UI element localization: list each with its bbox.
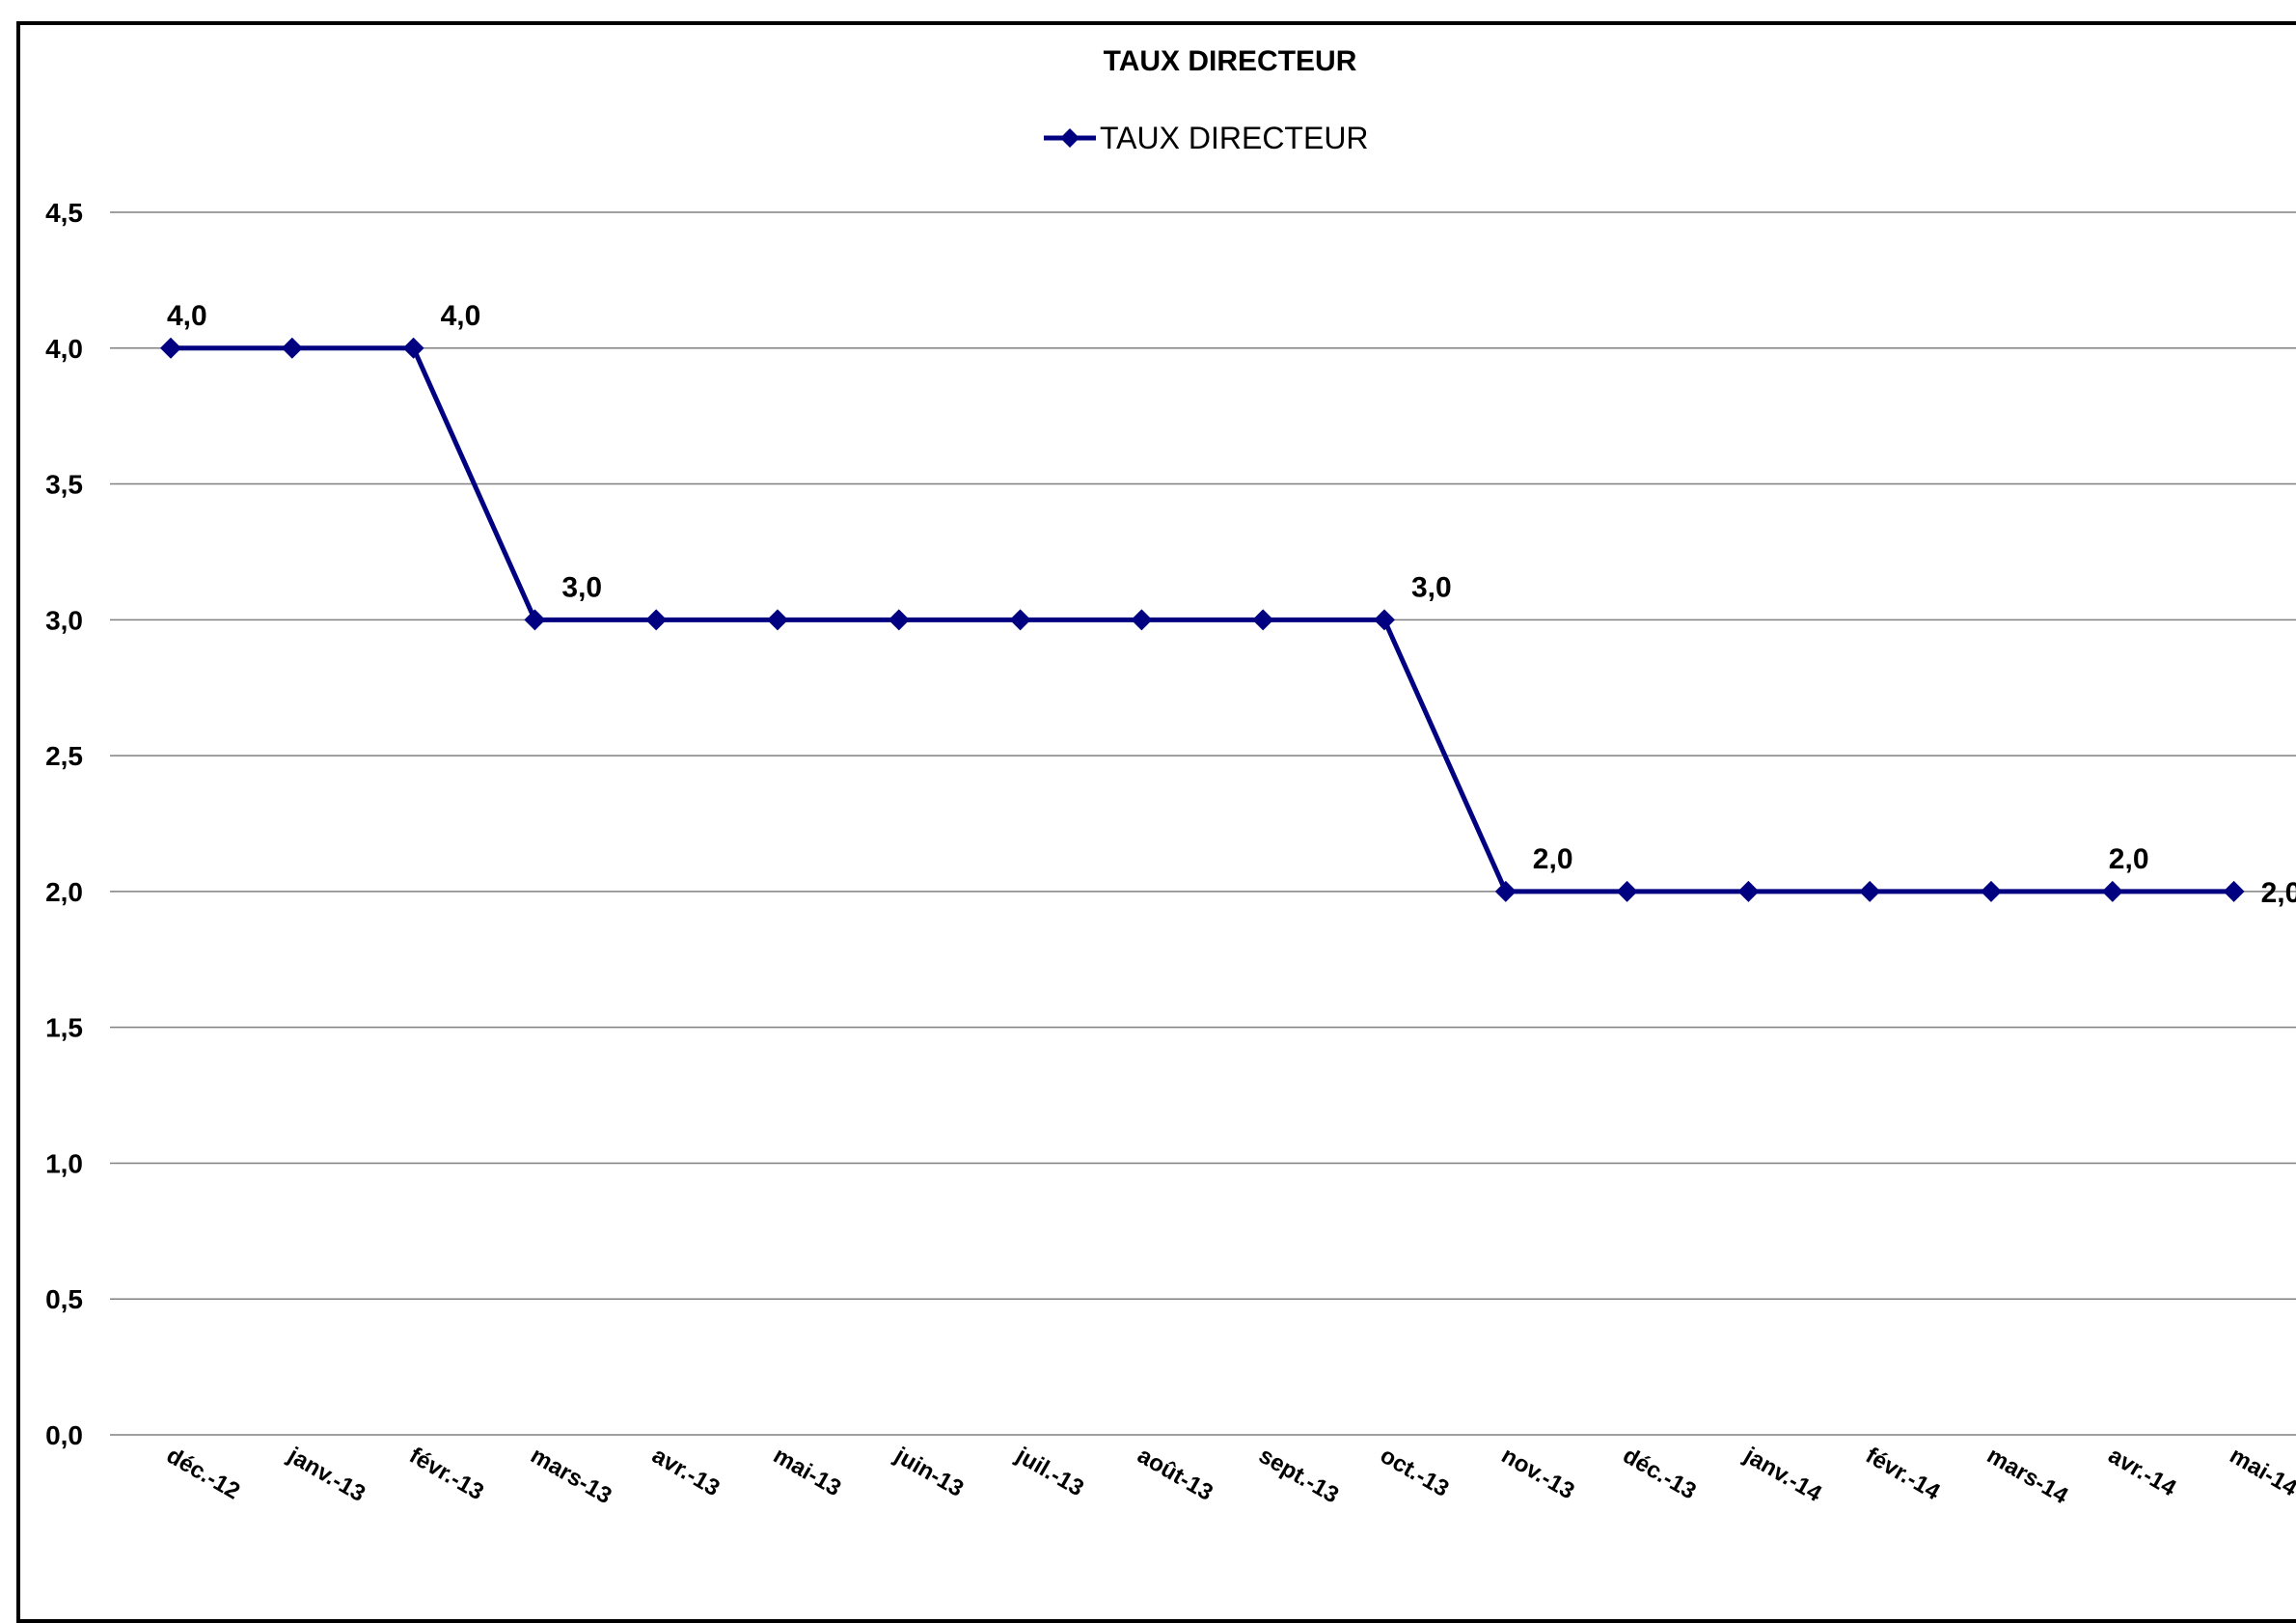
- data-point-marker: [2101, 880, 2123, 902]
- data-point-marker: [1859, 880, 1881, 902]
- x-tick-label: févr.-13: [405, 1443, 488, 1505]
- y-tick-label: 1,5: [45, 1013, 83, 1043]
- gridlines: [110, 211, 2296, 1436]
- x-tick-label: janv.-13: [283, 1442, 369, 1507]
- x-tick-label: janv.-14: [1739, 1442, 1827, 1507]
- data-label: 4,0: [441, 300, 481, 332]
- x-tick-label: mai-13: [769, 1443, 845, 1501]
- data-point-marker: [1616, 880, 1638, 902]
- legend: TAUX DIRECTEUR: [1044, 121, 1369, 155]
- x-tick-label: avr.-14: [2104, 1443, 2181, 1502]
- legend-marker: [1060, 128, 1080, 148]
- series-line: [171, 345, 2234, 894]
- series-taux-directeur: [160, 337, 2245, 902]
- y-tick-label: 3,5: [45, 470, 83, 500]
- data-point-marker: [645, 609, 668, 631]
- x-tick-label: mars-13: [526, 1443, 615, 1509]
- data-point-marker: [1374, 609, 1395, 631]
- y-tick-label: 1,0: [45, 1148, 83, 1178]
- data-point-marker: [1252, 609, 1274, 631]
- data-point-marker: [888, 609, 910, 631]
- x-tick-label: août-13: [1133, 1443, 1216, 1506]
- x-tick-label: déc.-12: [162, 1443, 244, 1505]
- data-point-marker: [767, 609, 788, 631]
- data-labels: 4,0 4,0 3,0 3,0 2,0 2,0 2,0: [167, 300, 2296, 909]
- y-tick-label: 0,5: [45, 1284, 83, 1314]
- data-label: 2,0: [2261, 877, 2296, 909]
- x-tick-label: nov.-13: [1497, 1443, 1579, 1505]
- y-tick-label: 0,0: [45, 1420, 83, 1450]
- y-tick-label: 2,5: [45, 741, 83, 771]
- data-label: 3,0: [561, 571, 602, 603]
- data-point-marker: [402, 337, 424, 359]
- data-point-marker: [281, 337, 303, 359]
- chart-title: TAUX DIRECTEUR: [1104, 45, 1357, 77]
- x-tick-label: mars-14: [1982, 1443, 2073, 1510]
- x-tick-label: oct.-13: [1376, 1443, 1453, 1502]
- data-label: 2,0: [1533, 843, 1573, 875]
- data-point-marker: [524, 609, 546, 631]
- data-point-marker: [2223, 880, 2245, 902]
- data-point-marker: [1009, 609, 1031, 631]
- x-tick-label: mai-14: [2226, 1443, 2296, 1502]
- y-axis-ticks: 0,0 0,5 1,0 1,5 2,0 2,5 3,0 3,5 4,0 4,5: [45, 198, 83, 1450]
- x-tick-label: déc.-13: [1619, 1443, 1701, 1505]
- y-tick-label: 4,5: [45, 198, 83, 228]
- data-point-marker: [1981, 880, 2002, 902]
- data-point-marker: [1131, 609, 1153, 631]
- x-tick-label: juil.-13: [1011, 1442, 1088, 1501]
- data-point-marker: [160, 337, 181, 359]
- legend-label: TAUX DIRECTEUR: [1100, 121, 1369, 155]
- line-chart: TAUX DIRECTEUR TAUX DIRECTEUR 0,0 0,5 1,0 1…: [45, 45, 2296, 1510]
- x-tick-label: avr.-13: [647, 1443, 724, 1501]
- data-label: 2,0: [2109, 843, 2149, 875]
- data-label: 4,0: [167, 300, 207, 332]
- y-tick-label: 4,0: [45, 334, 83, 364]
- x-tick-label: sept.-13: [1254, 1443, 1343, 1509]
- data-point-marker: [1737, 880, 1760, 902]
- x-tick-label: juin-13: [889, 1442, 968, 1502]
- y-tick-label: 2,0: [45, 877, 83, 907]
- chart-frame: [16, 21, 2296, 1623]
- y-tick-label: 3,0: [45, 605, 83, 635]
- data-point-marker: [1494, 880, 1517, 902]
- x-tick-label: févr.-14: [1861, 1443, 1945, 1506]
- x-axis-ticks: déc.-12 janv.-13 févr.-13 mars-13 avr.-13 mai…: [162, 1442, 2296, 1509]
- data-label: 3,0: [1411, 571, 1452, 603]
